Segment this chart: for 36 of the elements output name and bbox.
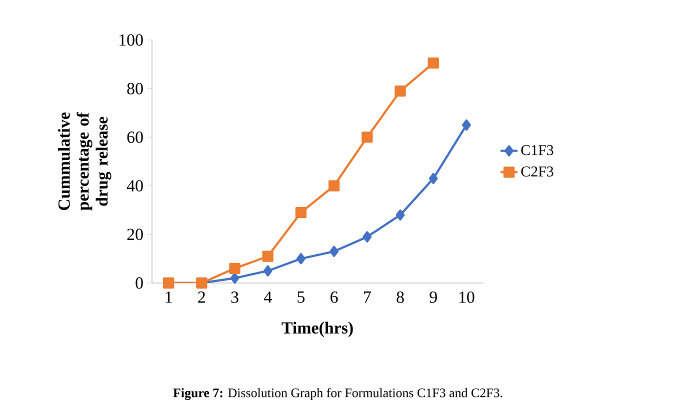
point [330,246,339,257]
point [462,119,471,131]
x-tick-label: 5 [298,291,305,303]
point [296,253,306,264]
x-tick-label: 3 [231,291,238,303]
legend-label: C2F3 [521,166,554,177]
y-tick-label: 0 [136,277,143,289]
text: Figure 7: Dissolution Graph for Formulations C1F3 and C2F3. [173,388,502,400]
x-tick-label: 1 [166,291,172,303]
point [394,85,406,97]
point [263,265,272,276]
point [428,58,439,69]
x-tick-label: 2 [198,291,205,303]
y-tick-label: 60 [127,131,143,143]
point [362,231,372,242]
y-axis-title: Cummulative percentage of drug release [58,112,112,211]
point [362,132,373,143]
x-tick-label: 9 [430,291,437,303]
point [428,172,438,184]
point [230,272,240,284]
y-tick-label: 40 [126,180,143,192]
point [262,250,274,262]
x-tick-label: 7 [364,291,371,303]
y-tick-label: 100 [120,34,143,46]
point [328,180,340,192]
y-tick-label: 80 [127,82,143,94]
x-tick-label: 10 [459,292,474,303]
legend-label: C1F3 [521,145,554,156]
y-tick-label: 20 [127,228,143,240]
point [295,206,307,218]
x-axis-title: Time(hrs) [282,322,353,338]
x-tick-label: 4 [264,292,272,303]
point [229,262,240,274]
point [396,209,405,221]
x-tick-label: 6 [330,291,338,303]
x-tick-label: 8 [396,292,404,303]
